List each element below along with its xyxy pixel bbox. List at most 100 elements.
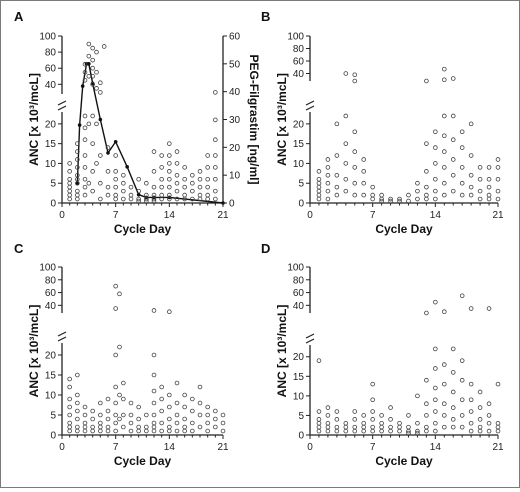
anc-point	[441, 165, 447, 170]
anc-point	[159, 153, 164, 158]
anc-point	[159, 384, 164, 390]
anc-point	[424, 377, 429, 383]
anc-point	[388, 405, 393, 410]
anc-point	[388, 198, 393, 204]
anc-point	[441, 309, 447, 315]
anc-point	[82, 113, 88, 119]
anc-point	[495, 176, 501, 182]
anc-point	[316, 192, 322, 198]
y-tick-label: 20	[293, 352, 305, 363]
anc-point	[459, 192, 465, 198]
anc-point	[450, 346, 456, 352]
anc-point	[424, 413, 429, 418]
anc-point	[316, 188, 322, 194]
anc-point	[370, 424, 375, 430]
anc-point	[415, 430, 420, 436]
anc-point	[486, 420, 492, 426]
anc-point	[128, 192, 134, 198]
anc-point	[136, 188, 141, 194]
anc-point	[144, 424, 149, 430]
anc-point	[75, 392, 80, 398]
anc-point	[136, 198, 141, 204]
anc-point	[75, 196, 80, 202]
anc-point	[82, 404, 88, 410]
anc-point	[397, 196, 402, 202]
anc-point	[450, 188, 456, 194]
peg-filgrastim-point	[113, 139, 118, 144]
anc-point	[90, 408, 95, 414]
anc-point	[90, 73, 95, 79]
anc-point	[379, 192, 384, 198]
peg-filgrastim-point	[136, 192, 141, 197]
anc-point	[86, 180, 92, 186]
anc-point	[113, 184, 118, 190]
y-tick-label: 100	[39, 32, 56, 43]
y-tick-label: 10	[45, 391, 57, 402]
anc-point	[205, 165, 210, 170]
x-tick-label: 7	[113, 442, 119, 453]
anc-point	[334, 192, 340, 198]
anc-point	[98, 420, 103, 426]
anc-point	[67, 396, 72, 402]
anc-point	[495, 381, 501, 387]
anc-point	[197, 424, 203, 430]
peg-filgrastim-point	[75, 181, 80, 186]
anc-point	[67, 180, 72, 186]
anc-point	[159, 184, 164, 190]
anc-point	[82, 420, 88, 426]
anc-point	[82, 125, 88, 131]
x-tick-label: 0	[307, 442, 313, 453]
anc-point	[151, 420, 157, 426]
anc-point	[316, 176, 322, 182]
y-tick-label: 40	[45, 80, 57, 91]
anc-point	[67, 424, 72, 430]
y-tick-label: 80	[45, 48, 57, 59]
anc-point	[174, 412, 180, 418]
x-tick-label: 0	[307, 210, 313, 221]
anc-point	[75, 408, 80, 414]
x-axis-title: Cycle Day	[114, 222, 172, 236]
right-y-tick-label: 0	[229, 199, 235, 210]
anc-point	[343, 113, 349, 119]
anc-point	[334, 153, 340, 158]
anc-point	[82, 165, 88, 170]
anc-point	[174, 180, 180, 186]
anc-point	[450, 113, 456, 119]
anc-point	[424, 192, 429, 198]
anc-point	[167, 184, 172, 190]
x-tick-label: 21	[492, 210, 504, 221]
anc-point	[94, 161, 99, 166]
anc-point	[450, 173, 456, 178]
anc-point	[361, 157, 367, 162]
anc-point	[334, 121, 340, 127]
anc-point	[325, 180, 331, 186]
anc-point	[167, 141, 172, 146]
anc-point	[151, 400, 157, 406]
anc-point	[352, 424, 358, 430]
anc-point	[67, 184, 72, 190]
anc-point	[343, 141, 349, 146]
anc-point	[468, 184, 474, 190]
x-tick-label: 14	[430, 210, 442, 221]
anc-point	[182, 428, 187, 434]
anc-point	[325, 428, 331, 434]
x-tick-label: 0	[59, 442, 65, 453]
anc-point	[105, 424, 111, 430]
anc-point	[468, 306, 474, 311]
anc-point	[441, 362, 447, 367]
anc-point	[433, 366, 438, 371]
anc-point	[379, 198, 384, 204]
y-tick-label: 60	[45, 64, 57, 75]
anc-point	[213, 153, 218, 158]
y-tick-label: 5	[50, 411, 56, 422]
anc-point	[75, 424, 80, 430]
peg-filgrastim-point	[77, 123, 82, 127]
peg-filgrastim-point	[221, 201, 225, 205]
anc-point	[128, 420, 134, 426]
anc-point	[424, 401, 429, 406]
anc-point	[205, 196, 210, 202]
anc-point	[82, 61, 88, 67]
anc-point	[182, 192, 187, 198]
anc-point	[151, 412, 157, 418]
anc-point	[75, 416, 80, 422]
